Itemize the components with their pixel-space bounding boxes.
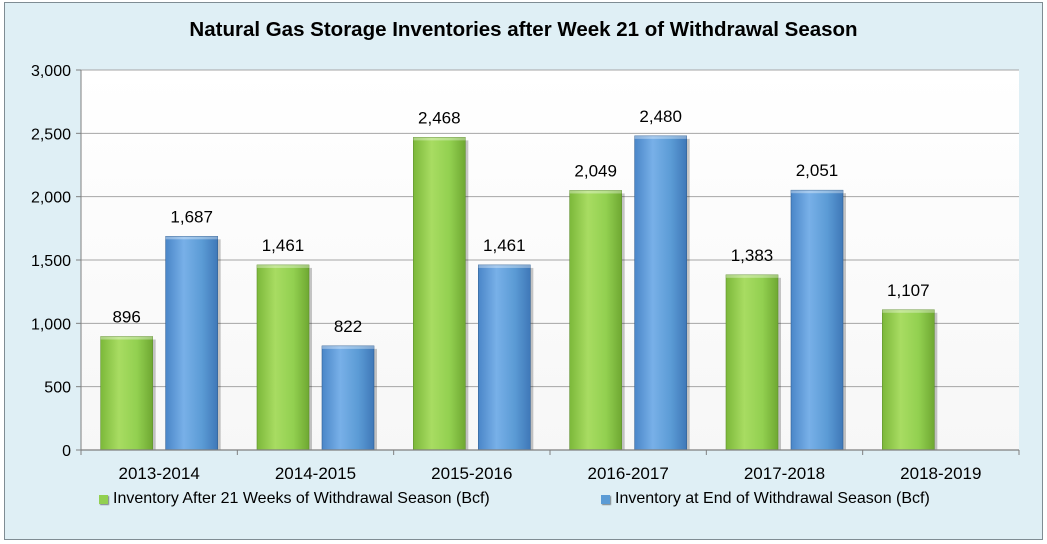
bar-highlight [634, 135, 687, 139]
x-tick-label: 2016-2017 [588, 464, 669, 483]
bar-after-21-weeks [413, 137, 466, 451]
data-label: 2,480 [639, 107, 682, 126]
bars [100, 135, 938, 451]
x-tick-label: 2013-2014 [119, 464, 200, 483]
legend-item-end-of-season: Inventory at End of Withdrawal Season (B… [601, 490, 930, 508]
bar-highlight [569, 190, 622, 194]
bar-highlight [165, 236, 218, 240]
legend-item-after-21-weeks: Inventory After 21 Weeks of Withdrawal S… [99, 490, 490, 508]
bar-highlight [257, 264, 309, 268]
legend-swatch-green [99, 494, 108, 504]
data-label: 1,383 [731, 246, 774, 265]
legend-swatch-blue [601, 494, 610, 504]
bar-highlight [413, 137, 466, 141]
bar-after-21-weeks [569, 190, 622, 451]
x-tick-label: 2014-2015 [275, 464, 356, 483]
bar-highlight [100, 336, 153, 340]
data-label: 1,107 [887, 281, 930, 300]
bar-after-21-weeks [100, 336, 153, 451]
bar-highlight [791, 190, 843, 194]
y-tick-label: 0 [62, 443, 71, 460]
bar-end-of-season [321, 345, 375, 451]
y-tick-label: 3,000 [31, 63, 71, 80]
y-tick-label: 2,500 [31, 126, 71, 143]
chart-title: Natural Gas Storage Inventories after We… [189, 18, 858, 41]
y-axis: 0 500 1,000 1,500 2,000 2,500 3,000 [31, 63, 82, 460]
data-label: 2,049 [574, 161, 617, 180]
bar-highlight [726, 274, 778, 278]
data-label: 896 [112, 308, 140, 327]
bar-after-21-weeks [725, 274, 779, 451]
bar-highlight [322, 345, 374, 349]
bar-after-21-weeks [256, 264, 310, 451]
bar-end-of-season [634, 135, 687, 451]
x-tick-label: 2018-2019 [900, 464, 981, 483]
bar-end-of-season [478, 264, 531, 451]
legend-label: Inventory at End of Withdrawal Season (B… [615, 490, 930, 507]
bar-end-of-season [790, 189, 844, 451]
legend-label: Inventory After 21 Weeks of Withdrawal S… [113, 490, 490, 507]
data-label: 1,461 [483, 236, 526, 255]
x-tick-label: 2017-2018 [744, 464, 825, 483]
y-tick-label: 500 [44, 380, 71, 397]
data-label: 2,051 [796, 161, 839, 180]
data-labels: 896 1,687 1,461 822 2,468 1,461 2,049 2,480 1,38… [112, 107, 929, 336]
x-axis: 2013-2014 2014-2015 2015-2016 2016-2017 2017… [80, 449, 1020, 483]
y-tick-label: 1,000 [31, 316, 71, 333]
bar-highlight [478, 264, 531, 268]
x-tick-label: 2015-2016 [431, 464, 512, 483]
data-label: 822 [334, 317, 362, 336]
y-tick-label: 2,000 [31, 190, 71, 207]
bar-after-21-weeks [882, 309, 935, 451]
y-tick-label: 1,500 [31, 253, 71, 270]
data-label: 2,468 [418, 108, 461, 127]
data-label: 1,461 [262, 236, 305, 255]
bar-highlight [882, 309, 935, 313]
data-label: 1,687 [170, 207, 213, 226]
bar-end-of-season [165, 236, 218, 451]
